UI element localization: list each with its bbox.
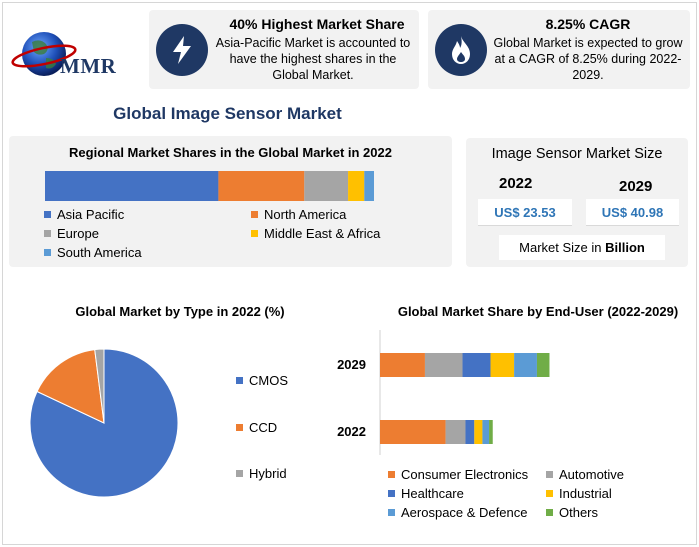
legend-item-ccd: CCD bbox=[236, 420, 277, 435]
legend-swatch bbox=[251, 230, 258, 237]
legend-swatch bbox=[546, 490, 553, 497]
page-title: Global Image Sensor Market bbox=[113, 104, 342, 123]
market-size-panel: Image Sensor Market Size 2022 2029 US$ 2… bbox=[466, 138, 688, 267]
highlight-card-cagr: 8.25% CAGR Global Market is expected to … bbox=[428, 10, 690, 89]
bar-segment-consumer-electronics-2029 bbox=[380, 353, 425, 377]
legend-swatch bbox=[236, 424, 243, 431]
enduser-stacked-bar-chart: 2029 2022 bbox=[337, 330, 550, 455]
legend-swatch bbox=[44, 249, 51, 256]
legend-label: South America bbox=[57, 245, 142, 260]
legend-item-automotive: Automotive bbox=[546, 467, 624, 482]
legend-label: Consumer Electronics bbox=[401, 467, 529, 482]
legend-swatch bbox=[388, 471, 395, 478]
bar-segment-industrial-2022 bbox=[474, 420, 483, 444]
bar-segment-aerospace-and-defence-2022 bbox=[482, 420, 490, 444]
highlight-card-share: 40% Highest Market Share Asia-Pacific Ma… bbox=[149, 10, 419, 89]
legend-item-industrial: Industrial bbox=[546, 486, 612, 501]
bar-segment-aerospace-and-defence-2029 bbox=[514, 353, 537, 377]
flame-icon bbox=[435, 24, 487, 76]
bar-segment-consumer-electronics-2022 bbox=[380, 420, 446, 444]
legend-swatch bbox=[251, 211, 258, 218]
bar-segment-industrial-2029 bbox=[490, 353, 515, 377]
bar-segment-automotive-2029 bbox=[424, 353, 463, 377]
year-2022-label: 2022 bbox=[499, 175, 533, 192]
enduser-category-label: 2029 bbox=[337, 357, 366, 372]
pie-slice-hybrid bbox=[94, 348, 105, 424]
bar-segment-others-2022 bbox=[489, 420, 493, 444]
legend-label: Industrial bbox=[559, 486, 612, 501]
legend-swatch bbox=[236, 470, 243, 477]
legend-swatch bbox=[388, 490, 395, 497]
bar-segment-asia-pacific bbox=[45, 171, 219, 201]
highlight-title-cagr: 8.25% CAGR bbox=[545, 16, 631, 32]
lightning-icon bbox=[156, 24, 208, 76]
legend-item-asia-pacific: Asia Pacific bbox=[44, 207, 124, 222]
unit-prefix: Market Size in bbox=[519, 240, 606, 255]
legend-label: Hybrid bbox=[249, 466, 287, 481]
legend-label: North America bbox=[264, 207, 347, 222]
legend-label: CMOS bbox=[249, 373, 288, 388]
logo-text: MMR bbox=[60, 54, 117, 78]
pie-slice-ccd bbox=[36, 349, 105, 424]
bar-segment-middle-east-and-africa bbox=[348, 171, 365, 201]
legend-label: Asia Pacific bbox=[57, 207, 125, 222]
logo: MMR bbox=[10, 28, 140, 80]
legend-item-consumer-electronics: Consumer Electronics bbox=[388, 467, 528, 482]
type-chart-title: Global Market by Type in 2022 (%) bbox=[75, 304, 285, 319]
legend-swatch bbox=[388, 509, 395, 516]
enduser-chart-title: Global Market Share by End-User (2022-20… bbox=[397, 304, 679, 319]
type-pie-chart bbox=[29, 348, 179, 498]
legend-item-europe: Europe bbox=[44, 226, 99, 241]
bar-segment-automotive-2022 bbox=[445, 420, 466, 444]
bar-segment-north-america bbox=[218, 171, 305, 201]
bar-segment-south-america bbox=[364, 171, 374, 201]
market-size-2022-value: US$ 23.53 bbox=[478, 199, 572, 226]
regional-chart-title: Regional Market Shares in the Global Mar… bbox=[69, 145, 392, 160]
legend-label: Europe bbox=[57, 226, 99, 241]
regional-share-panel: Regional Market Shares in the Global Mar… bbox=[9, 136, 452, 267]
bar-segment-healthcare-2022 bbox=[465, 420, 475, 444]
globe-icon bbox=[11, 32, 77, 76]
legend-swatch bbox=[546, 471, 553, 478]
legend-label: Others bbox=[559, 505, 599, 520]
highlight-text-share: Asia-Pacific Market is accounted to have… bbox=[215, 36, 411, 82]
highlight-text-cagr: Global Market is expected to grow at a C… bbox=[493, 36, 683, 82]
legend-item-healthcare: Healthcare bbox=[388, 486, 464, 501]
legend-label: Healthcare bbox=[401, 486, 464, 501]
legend-item-hybrid: Hybrid bbox=[236, 466, 287, 481]
legend-item-others: Others bbox=[546, 505, 598, 520]
legend-label: Middle East & Africa bbox=[264, 226, 381, 241]
legend-item-middle-east-and-africa: Middle East & Africa bbox=[251, 226, 380, 241]
bar-segment-europe bbox=[304, 171, 349, 201]
market-size-2029-value: US$ 40.98 bbox=[586, 199, 679, 226]
legend-swatch bbox=[236, 377, 243, 384]
highlight-title-share: 40% Highest Market Share bbox=[229, 16, 405, 32]
legend-item-cmos: CMOS bbox=[236, 373, 288, 388]
unit-bold: Billion bbox=[605, 240, 645, 255]
legend-label: CCD bbox=[249, 420, 278, 435]
regional-stacked-bar bbox=[45, 171, 374, 201]
legend-label: Automotive bbox=[559, 467, 625, 482]
legend-item-north-america: North America bbox=[251, 207, 346, 222]
legend-swatch bbox=[44, 211, 51, 218]
legend-label: Aerospace & Defence bbox=[401, 505, 528, 520]
enduser-category-label: 2022 bbox=[337, 424, 366, 439]
legend-item-south-america: South America bbox=[44, 245, 142, 260]
year-2029-label: 2029 bbox=[619, 178, 653, 195]
bar-segment-others-2029 bbox=[536, 353, 550, 377]
market-size-title: Image Sensor Market Size bbox=[491, 146, 663, 162]
legend-swatch bbox=[44, 230, 51, 237]
legend-item-aerospace-and-defence: Aerospace & Defence bbox=[388, 505, 527, 520]
bar-segment-healthcare-2029 bbox=[462, 353, 491, 377]
market-size-unit: Market Size in Billion bbox=[499, 235, 665, 260]
legend-swatch bbox=[546, 509, 553, 516]
